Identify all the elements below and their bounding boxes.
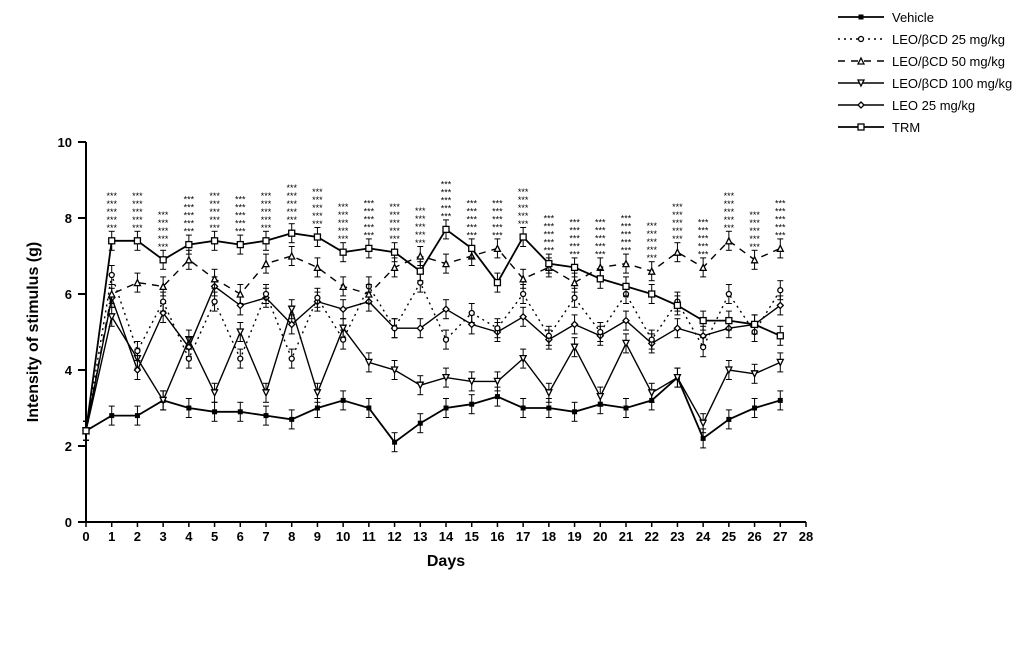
significance-marker: ***: [389, 202, 400, 212]
x-tick-label: 11: [362, 529, 376, 544]
y-tick-label: 6: [65, 287, 72, 302]
significance-marker: ***: [132, 191, 143, 201]
significance-marker: ***: [158, 210, 169, 220]
x-tick-label: 17: [516, 529, 530, 544]
significance-marker: ***: [261, 191, 272, 201]
x-tick-label: 21: [619, 529, 633, 544]
legend-label: LEO/βCD 50 mg/kg: [892, 54, 1005, 69]
legend-item: LEO/βCD 25 mg/kg: [836, 28, 1012, 50]
y-tick-label: 0: [65, 515, 72, 530]
significance-marker: ***: [312, 187, 323, 197]
significance-marker: ***: [621, 214, 632, 224]
x-tick-label: 25: [722, 529, 736, 544]
legend-swatch: [836, 6, 886, 28]
y-tick-label: 2: [65, 439, 72, 454]
significance-marker: ***: [698, 217, 709, 227]
legend: Vehicle LEO/βCD 25 mg/kg LEO/βCD 50 mg/kg L…: [836, 6, 1012, 138]
x-tick-label: 10: [336, 529, 350, 544]
x-axis-label: Days: [427, 553, 465, 570]
x-tick-label: 26: [747, 529, 761, 544]
significance-marker: ***: [235, 195, 246, 205]
significance-marker: ***: [364, 198, 375, 208]
legend-item: LEO/βCD 100 mg/kg: [836, 72, 1012, 94]
significance-marker: ***: [595, 217, 606, 227]
x-tick-label: 6: [237, 529, 244, 544]
legend-item: LEO 25 mg/kg: [836, 94, 1012, 116]
legend-label: TRM: [892, 120, 920, 135]
x-tick-label: 8: [288, 529, 295, 544]
significance-marker: ***: [286, 183, 297, 193]
significance-marker: ***: [184, 195, 195, 205]
x-tick-label: 12: [387, 529, 401, 544]
x-tick-label: 0: [82, 529, 89, 544]
x-tick-label: 7: [262, 529, 269, 544]
x-tick-label: 9: [314, 529, 321, 544]
legend-item: Vehicle: [836, 6, 1012, 28]
legend-label: Vehicle: [892, 10, 934, 25]
x-tick-label: 18: [542, 529, 556, 544]
significance-marker: ***: [106, 191, 117, 201]
legend-label: LEO/βCD 100 mg/kg: [892, 76, 1012, 91]
significance-marker: ***: [492, 198, 503, 208]
significance-marker: ***: [569, 217, 580, 227]
x-tick-label: 2: [134, 529, 141, 544]
legend-item: LEO/βCD 50 mg/kg: [836, 50, 1012, 72]
x-tick-label: 5: [211, 529, 218, 544]
significance-marker: ***: [749, 210, 760, 220]
x-tick-label: 3: [160, 529, 167, 544]
significance-marker: ***: [209, 191, 220, 201]
x-tick-label: 1: [108, 529, 115, 544]
y-tick-label: 10: [58, 135, 72, 150]
significance-marker: ***: [544, 214, 555, 224]
significance-marker: ***: [775, 198, 786, 208]
y-tick-label: 8: [65, 211, 72, 226]
legend-swatch: [836, 28, 886, 50]
x-tick-label: 24: [696, 529, 711, 544]
x-tick-label: 28: [799, 529, 813, 544]
legend-swatch: [836, 94, 886, 116]
x-tick-label: 27: [773, 529, 787, 544]
x-tick-label: 19: [567, 529, 581, 544]
legend-label: LEO 25 mg/kg: [892, 98, 975, 113]
significance-marker: ***: [724, 191, 735, 201]
significance-marker: ***: [518, 187, 529, 197]
legend-swatch: [836, 116, 886, 138]
significance-marker: ***: [672, 202, 683, 212]
x-tick-label: 13: [413, 529, 427, 544]
x-tick-label: 23: [670, 529, 684, 544]
x-tick-label: 20: [593, 529, 607, 544]
significance-marker: ***: [646, 221, 657, 231]
significance-marker: ***: [415, 206, 426, 216]
y-axis-label: Intensity of stimulus (g): [25, 242, 42, 422]
legend-item: TRM: [836, 116, 1012, 138]
x-tick-label: 15: [464, 529, 478, 544]
legend-swatch: [836, 50, 886, 72]
significance-marker: ***: [441, 179, 452, 189]
x-tick-label: 4: [185, 529, 193, 544]
x-tick-label: 16: [490, 529, 504, 544]
y-tick-label: 4: [65, 363, 73, 378]
significance-marker: ***: [466, 198, 477, 208]
x-tick-label: 14: [439, 529, 454, 544]
x-tick-label: 22: [644, 529, 658, 544]
legend-swatch: [836, 72, 886, 94]
legend-label: LEO/βCD 25 mg/kg: [892, 32, 1005, 47]
significance-marker: ***: [338, 202, 349, 212]
